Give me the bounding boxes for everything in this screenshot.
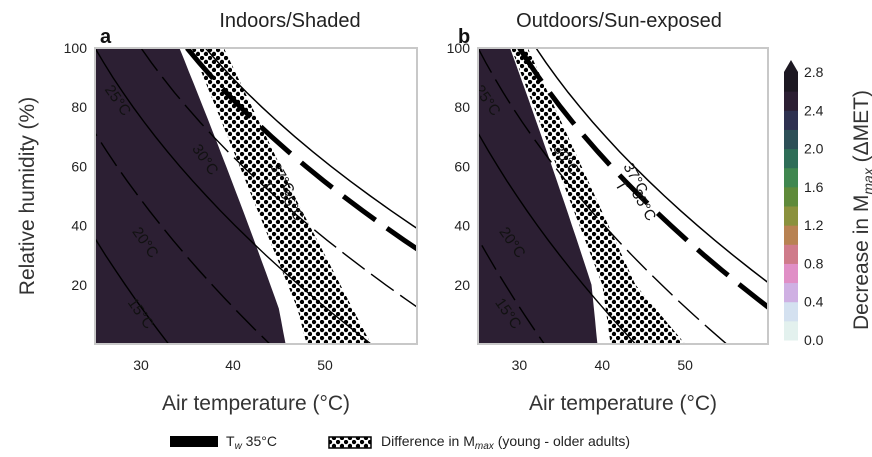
legend-swatch-difference: [328, 436, 372, 449]
y-tick-label: 40: [454, 218, 470, 234]
y-tick-label: 80: [454, 99, 470, 115]
isotherm-line: [140, 48, 417, 308]
colorbar-segment: [784, 244, 798, 264]
difference-region: [511, 48, 686, 344]
colorbar-segment: [784, 225, 798, 245]
isotherm-line: [95, 237, 170, 344]
panel-b: Outdoors/Sun-exposed b 25°C30°C20°C15°C3…: [354, 10, 769, 373]
isotherm-line: [95, 131, 271, 344]
isotherm-line: [517, 48, 768, 311]
colorbar-segment: [784, 91, 798, 111]
colorbar-segment: [784, 263, 798, 284]
colorbar-tick-label: 0.8: [804, 255, 824, 271]
legend: Tw 35°C Difference in Mmax (young - olde…: [170, 433, 630, 452]
y-tick-label: 20: [71, 277, 87, 293]
colorbar-label: Decrease in Mmax (ΔMET): [850, 90, 872, 330]
panel-b-letter: b: [458, 26, 470, 48]
y-axis-label: Relative humidity (%): [16, 97, 39, 295]
colorbar-tick-label: 0.0: [804, 332, 824, 348]
x-axis-label-a: Air temperature (°C): [162, 392, 350, 415]
colorbar-segment: [784, 148, 798, 169]
legend-swatch-tw35: [170, 436, 218, 447]
legend-label-tw35: Tw 35°C: [226, 433, 277, 452]
y-tick-label: 20: [454, 277, 470, 293]
panel-a-ticks: 30 40 50 20 40 60 80 100: [64, 40, 333, 373]
isotherm-line: [204, 48, 417, 230]
legend-label-difference: Difference in Mmax (young - older adults…: [381, 433, 630, 452]
isotherm-line: [535, 48, 768, 284]
panel-b-frame: [477, 47, 769, 345]
panel-a-title: Indoors/Shaded: [219, 10, 360, 32]
x-axis-label-b: Air temperature (°C): [529, 392, 717, 415]
isotherm-line: [354, 48, 453, 344]
difference-region: [191, 48, 371, 344]
colorbar-tick-label: 1.2: [804, 217, 824, 233]
colorbar-tick-label: 2.4: [804, 102, 824, 118]
heat-band: [95, 48, 286, 344]
x-tick-label: 40: [594, 357, 610, 373]
x-tick-label: 30: [133, 357, 149, 373]
panel-a: Indoors/Shaded a 25°C30°C20°C15°C37°CT35…: [64, 10, 418, 373]
colorbar-tick-label: 0.4: [804, 294, 824, 310]
panel-a-letter: a: [100, 26, 112, 48]
contour-label: 35°C: [628, 187, 660, 225]
y-tick-label: 100: [64, 40, 88, 56]
colorbar-tick-label: 2.0: [804, 141, 824, 157]
contour-label: T: [611, 178, 630, 194]
colorbar-extend-arrow: [784, 60, 798, 72]
panel-a-frame: [94, 47, 418, 345]
colorbar-segment: [784, 186, 798, 207]
isotherm-line: [95, 48, 372, 344]
colorbar-segment: [784, 206, 798, 226]
isotherm-line: [185, 48, 417, 252]
y-tick-label: 100: [447, 40, 471, 56]
colorbar-segment: [784, 110, 798, 130]
y-tick-label: 80: [71, 99, 87, 115]
colorbar-segment: [784, 129, 798, 150]
colorbar-tick-label: 2.8: [804, 64, 824, 80]
colorbar-tick-label: 1.6: [804, 179, 824, 195]
colorbar: 0.0 0.4 0.8 1.2 1.6 2.0 2.4 2.8: [784, 60, 824, 348]
isotherm-line: [478, 131, 636, 344]
panel-b-ticks: 30 40 50 20 40 60 80 100: [447, 40, 693, 373]
x-tick-label: 50: [677, 357, 693, 373]
isotherm-line: [478, 237, 545, 344]
isotherm-line: [478, 48, 728, 344]
panel-b-title: Outdoors/Sun-exposed: [516, 10, 722, 32]
y-tick-label: 60: [454, 158, 470, 174]
x-tick-label: 40: [225, 357, 241, 373]
colorbar-segment: [784, 320, 798, 341]
colorbar-segment: [784, 282, 798, 303]
y-tick-label: 60: [71, 158, 87, 174]
x-tick-label: 30: [512, 357, 528, 373]
x-tick-label: 50: [317, 357, 333, 373]
colorbar-segment: [784, 301, 798, 322]
colorbar-segment: [784, 167, 798, 188]
heat-band: [478, 48, 598, 344]
y-tick-label: 40: [71, 218, 87, 234]
colorbar-segment: [784, 72, 798, 92]
